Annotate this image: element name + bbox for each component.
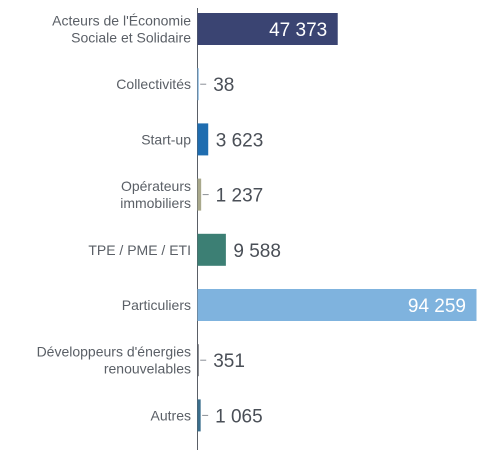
bar	[197, 233, 226, 266]
bar	[197, 289, 477, 321]
category-label: Start-up	[141, 131, 191, 147]
value-label: 47 373	[269, 20, 327, 41]
bar	[197, 123, 209, 156]
category-label: Autres	[151, 407, 191, 423]
bar	[197, 399, 201, 432]
value-label: 38	[213, 75, 234, 96]
value-label: 351	[213, 351, 245, 372]
category-label: Acteurs de l'Économie Sociale et Solidair…	[52, 13, 191, 46]
category-label: Développeurs d'énergies renouvelables	[37, 344, 191, 377]
bar	[197, 68, 199, 101]
value-label: 1 065	[215, 406, 263, 427]
bar	[197, 13, 338, 45]
category-label: Opérateurs immobiliers	[120, 178, 191, 211]
value-label: 1 237	[216, 186, 264, 207]
bar	[197, 178, 202, 211]
value-label: 94 259	[408, 296, 466, 317]
category-label: Particuliers	[122, 297, 191, 313]
bar	[197, 344, 199, 377]
value-label: 9 588	[233, 241, 281, 262]
category-label: Collectivités	[116, 76, 191, 92]
category-label: TPE / PME / ETI	[88, 242, 191, 258]
value-label: 3 623	[216, 130, 264, 151]
